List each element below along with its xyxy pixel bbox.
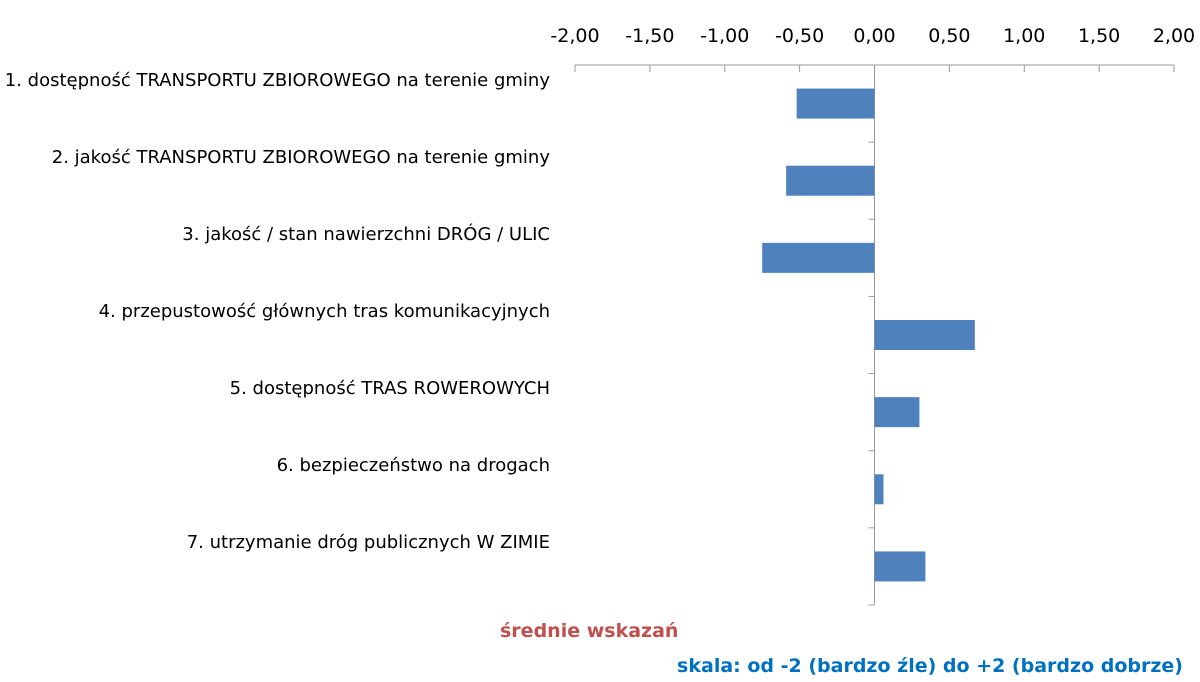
bar (874, 474, 884, 505)
x-tick-label: 1,00 (1003, 25, 1045, 47)
category-label: 6. bezpieczeństwo na drogach (276, 455, 550, 477)
x-tick-label: -1,50 (625, 25, 674, 47)
bar (874, 397, 920, 428)
annotation: skala: od -2 (bardzo źle) do +2 (bardzo … (677, 655, 1183, 677)
x-tick-label: 1,50 (1078, 25, 1120, 47)
category-label: 1. dostępność TRANSPORTU ZBIOROWEGO na t… (4, 69, 550, 91)
category-label: 2. jakość TRANSPORTU ZBIOROWEGO na teren… (51, 146, 550, 168)
category-label: 7. utrzymanie dróg publicznych W ZIMIE (186, 532, 550, 554)
bar (874, 320, 975, 350)
x-tick-label: 0,00 (853, 25, 895, 47)
x-tick-label: 0,50 (928, 25, 970, 47)
x-tick-label: -1,00 (700, 25, 749, 47)
x-tick-label: 2,00 (1153, 25, 1195, 47)
category-label: 4. przepustowość głównych tras komunikac… (98, 301, 550, 322)
x-tick-label: -2,00 (550, 25, 599, 47)
bar (762, 242, 875, 273)
bar (786, 165, 875, 196)
bar (796, 88, 875, 119)
bar (874, 551, 926, 582)
category-label: 5. dostępność TRAS ROWEROWYCH (229, 378, 550, 400)
x-tick-label: -0,50 (775, 25, 824, 47)
category-label: 3. jakość / stan nawierzchni DRÓG / ULIC (182, 223, 550, 245)
annotation: średnie wskazań (500, 620, 679, 642)
